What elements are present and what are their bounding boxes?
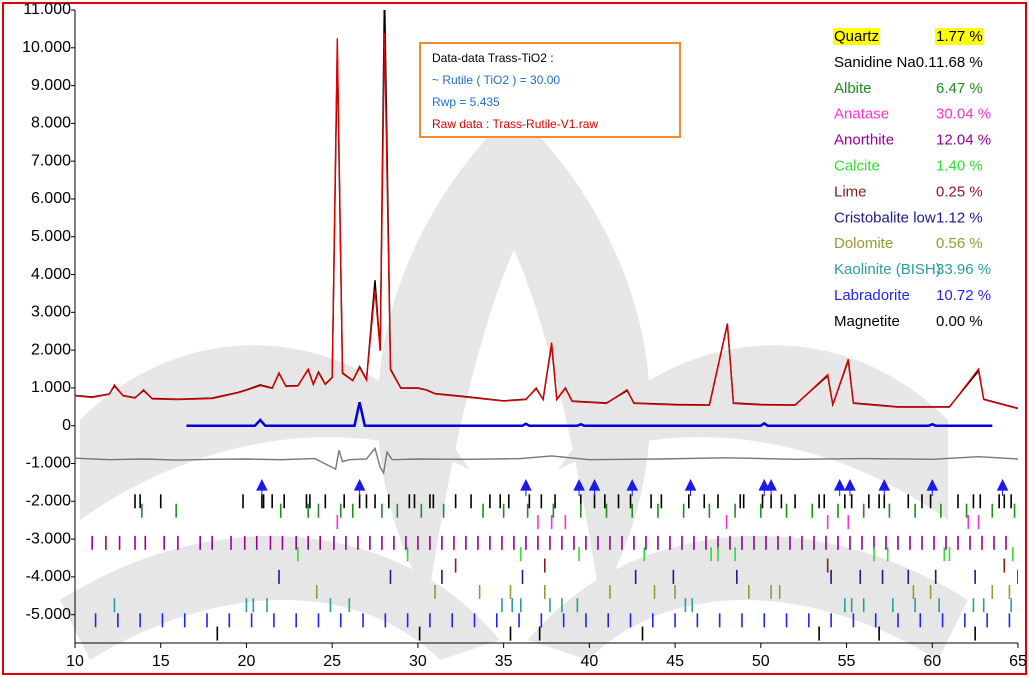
y-tick-label: 3.000 bbox=[31, 304, 71, 321]
x-tick-label: 55 bbox=[838, 653, 856, 670]
legend-highlight bbox=[935, 27, 984, 45]
peak-marker bbox=[588, 479, 601, 497]
y-tick-label: -2.000 bbox=[26, 493, 71, 510]
y-tick-label: 9.000 bbox=[31, 77, 71, 94]
legend-value: 0.25 % bbox=[936, 183, 983, 200]
peak-marker bbox=[765, 479, 777, 497]
legend-value: 1.77 % bbox=[936, 28, 983, 45]
peak-marker bbox=[926, 479, 939, 497]
series-line bbox=[75, 446, 1018, 475]
legend-value: 30.04 % bbox=[936, 106, 991, 123]
x-tick-label: 20 bbox=[238, 653, 256, 670]
y-tick-label: 4.000 bbox=[31, 266, 71, 283]
info-box bbox=[419, 42, 681, 138]
y-tick-label: 8.000 bbox=[31, 115, 71, 132]
x-tick-label: 45 bbox=[666, 653, 684, 670]
y-tick-label: 2.000 bbox=[31, 341, 71, 358]
y-tick-label: 0 bbox=[62, 417, 71, 434]
y-tick-label: 6.000 bbox=[31, 190, 71, 207]
legend-name: Anatase bbox=[834, 106, 889, 123]
info-text: ~ Rutile ( TiO2 ) = 30.00 bbox=[432, 73, 560, 87]
x-tick-label: 15 bbox=[152, 653, 170, 670]
legend-highlight bbox=[833, 27, 881, 45]
legend-value: 10.72 % bbox=[936, 287, 991, 304]
plot-area bbox=[75, 10, 1018, 641]
y-tick-label: -3.000 bbox=[26, 530, 71, 547]
legend-value: 33.96 % bbox=[936, 261, 991, 278]
y-tick-label: -1.000 bbox=[26, 455, 71, 472]
x-tick-label: 35 bbox=[495, 653, 513, 670]
legend-name: Anorthite bbox=[834, 132, 894, 149]
y-tick-label: 5.000 bbox=[31, 228, 71, 245]
legend-name: Cristobalite low bbox=[834, 209, 936, 226]
legend-name: Calcite bbox=[834, 157, 880, 174]
peak-marker bbox=[626, 479, 639, 497]
peak-marker bbox=[833, 479, 846, 497]
legend-value: 0.00 % bbox=[936, 313, 983, 330]
legend-name: Quartz bbox=[834, 28, 879, 45]
series-line bbox=[75, 32, 1018, 410]
info-text: Raw data : Trass-Rutile-V1.raw bbox=[432, 117, 598, 131]
info-text: Rwp = 5.435 bbox=[432, 95, 500, 109]
series-line bbox=[186, 402, 993, 427]
legend-name: Labradorite bbox=[834, 287, 910, 304]
legend-name: Albite bbox=[834, 80, 872, 97]
legend-value: 1.12 % bbox=[936, 209, 983, 226]
peak-marker bbox=[353, 479, 366, 497]
peak-marker bbox=[878, 479, 891, 497]
legend-name: Magnetite bbox=[834, 313, 900, 330]
legend-value: 0.56 % bbox=[936, 235, 983, 252]
x-tick-label: 10 bbox=[66, 653, 84, 670]
legend-name: Lime bbox=[834, 183, 867, 200]
peak-marker bbox=[844, 479, 856, 497]
legend-value: 6.47 % bbox=[936, 80, 983, 97]
legend-value: 1.40 % bbox=[936, 157, 983, 174]
legend-name: Kaolinite (BISH) bbox=[834, 261, 941, 278]
legend-value: 12.04 % bbox=[936, 132, 991, 149]
peak-marker bbox=[520, 479, 532, 497]
y-tick-label: -4.000 bbox=[26, 568, 71, 585]
peak-marker bbox=[996, 479, 1009, 497]
y-tick-label: 10.000 bbox=[22, 39, 71, 56]
x-tick-label: 30 bbox=[409, 653, 427, 670]
peak-marker bbox=[758, 479, 771, 497]
y-tick-label: 11.000 bbox=[23, 1, 71, 18]
x-tick-label: 50 bbox=[752, 653, 770, 670]
peak-marker bbox=[256, 479, 268, 497]
x-tick-label: 65 bbox=[1009, 653, 1027, 670]
legend-name: Dolomite bbox=[834, 235, 893, 252]
legend-name: Sanidine Na0.1 bbox=[834, 54, 937, 71]
x-tick-label: 60 bbox=[923, 653, 941, 670]
x-tick-label: 25 bbox=[323, 653, 341, 670]
y-tick-label: 7.000 bbox=[31, 152, 71, 169]
y-tick-label: -5.000 bbox=[26, 606, 71, 623]
peak-marker bbox=[573, 479, 585, 497]
watermark bbox=[60, 110, 968, 660]
legend-value: 1.68 % bbox=[936, 54, 983, 71]
peak-marker bbox=[684, 479, 697, 497]
x-tick-label: 40 bbox=[580, 653, 598, 670]
info-text: Data-data Trass-TiO2 : bbox=[432, 51, 554, 65]
y-tick-label: 1.000 bbox=[31, 379, 71, 396]
